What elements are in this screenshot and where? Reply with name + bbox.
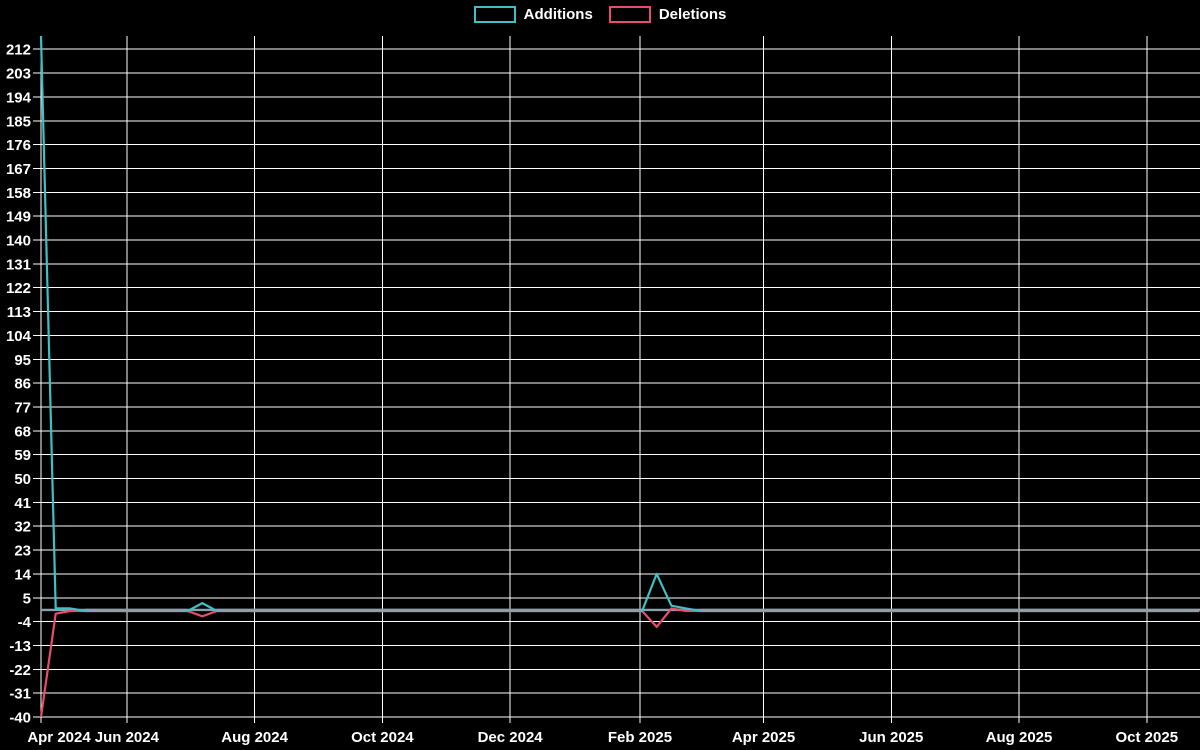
legend: Additions Deletions	[0, 6, 1200, 23]
x-tick-label: Oct 2024	[351, 729, 414, 746]
y-tick-label: 5	[23, 590, 31, 607]
y-tick-label: -31	[9, 686, 31, 703]
y-tick-label: -40	[9, 710, 31, 727]
x-tick-label: Dec 2024	[478, 729, 544, 746]
y-tick-label: 77	[14, 399, 31, 416]
x-tick-label: Apr 2025	[732, 729, 795, 746]
x-tick-label: Aug 2025	[986, 729, 1053, 746]
y-tick-label: 176	[6, 137, 31, 154]
x-tick-label: Jun 2024	[95, 729, 160, 746]
deletions-line	[39, 607, 1200, 718]
y-tick-label: 167	[6, 161, 31, 178]
deletions-swatch-icon	[608, 6, 651, 23]
additions-line	[39, 35, 1200, 613]
y-tick-label: 59	[14, 447, 31, 464]
y-tick-label: 131	[6, 256, 31, 273]
y-tick-label: 23	[14, 543, 31, 560]
legend-label-deletions: Deletions	[658, 6, 727, 23]
y-tick-label: 104	[6, 328, 32, 345]
y-tick-label: 32	[14, 519, 31, 536]
y-tick-label: 14	[14, 566, 31, 583]
y-tick-label: 158	[6, 185, 31, 202]
y-tick-label: 113	[7, 304, 31, 321]
additions-swatch-icon	[473, 6, 516, 23]
y-tick-label: 50	[14, 471, 31, 488]
y-tick-label: 86	[14, 376, 31, 393]
y-tick-label: 140	[6, 233, 31, 250]
y-tick-label: 41	[14, 495, 31, 512]
legend-label-additions: Additions	[523, 6, 593, 23]
y-tick-label: -13	[9, 638, 31, 655]
legend-item-additions[interactable]: Additions	[473, 6, 593, 23]
y-tick-label: 212	[6, 42, 31, 59]
y-tick-label: 68	[14, 423, 31, 440]
x-tick-label: Aug 2024	[221, 729, 288, 746]
legend-item-deletions[interactable]: Deletions	[608, 6, 727, 23]
y-tick-label: -22	[9, 662, 31, 679]
x-tick-label: Jun 2025	[859, 729, 923, 746]
y-tick-label: 122	[6, 280, 31, 297]
y-tick-label: 203	[6, 66, 31, 83]
x-tick-label: Oct 2025	[1116, 729, 1179, 746]
y-tick-label: 194	[6, 89, 32, 106]
y-tick-label: 149	[6, 209, 31, 226]
y-tick-label: -4	[18, 614, 32, 631]
x-tick-label: Apr 2024	[27, 729, 91, 746]
x-tick-label: Feb 2025	[608, 729, 672, 746]
y-tick-label: 185	[6, 113, 31, 130]
y-tick-label: 95	[14, 352, 31, 369]
